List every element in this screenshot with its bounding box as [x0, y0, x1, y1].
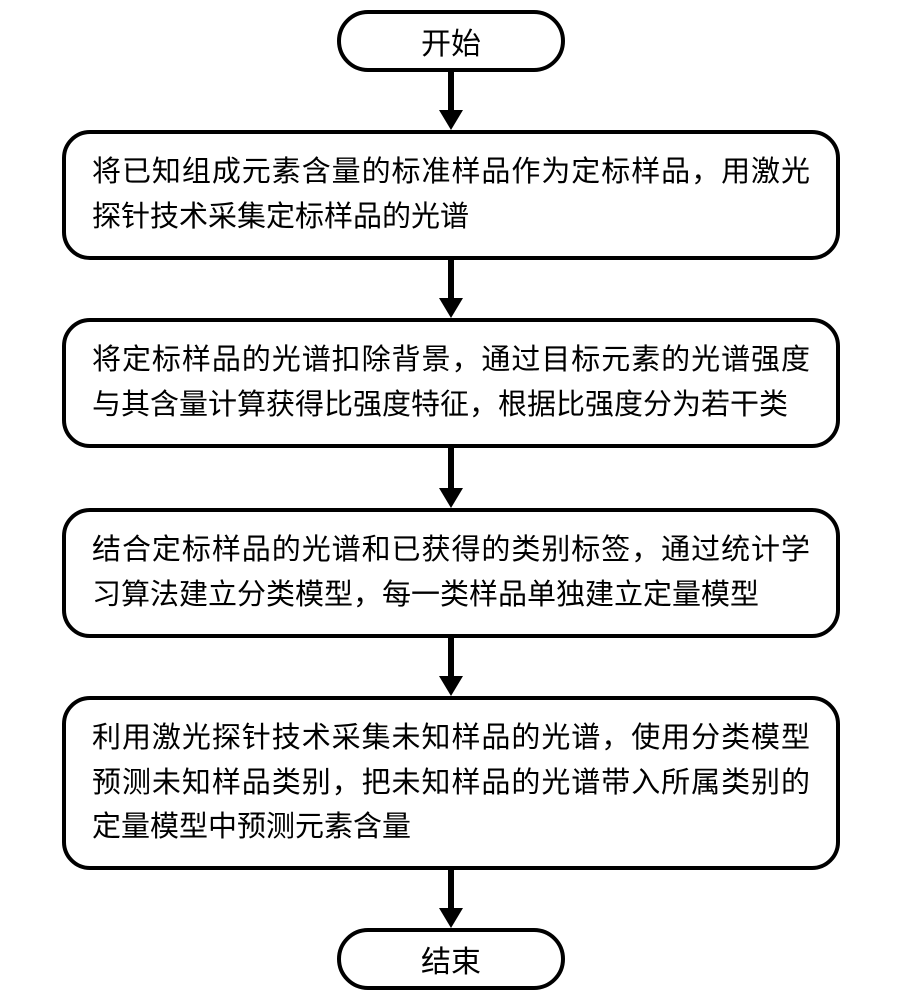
arrow-5-head [439, 908, 463, 928]
arrow-2-head [439, 298, 463, 318]
step-1-text: 将已知组成元素含量的标准样品作为定标样品，用激光探针技术采集定标样品的光谱 [92, 150, 810, 240]
step-2-text: 将定标样品的光谱扣除背景，通过目标元素的光谱强度与其含量计算获得比强度特征，根据… [92, 338, 810, 428]
arrow-4-head [439, 676, 463, 696]
start-label: 开始 [421, 19, 481, 63]
arrow-3-head [439, 488, 463, 508]
step-4: 利用激光探针技术采集未知样品的光谱，使用分类模型预测未知样品类别，把未知样品的光… [62, 696, 840, 870]
step-3: 结合定标样品的光谱和已获得的类别标签，通过统计学习算法建立分类模型，每一类样品单… [62, 508, 840, 638]
end-label: 结束 [421, 937, 481, 981]
flowchart-canvas: 开始 将已知组成元素含量的标准样品作为定标样品，用激光探针技术采集定标样品的光谱… [0, 0, 902, 1000]
arrow-5-line [448, 870, 454, 910]
arrow-2-line [448, 260, 454, 300]
arrow-3-line [448, 448, 454, 490]
step-3-text: 结合定标样品的光谱和已获得的类别标签，通过统计学习算法建立分类模型，每一类样品单… [92, 528, 810, 618]
step-2: 将定标样品的光谱扣除背景，通过目标元素的光谱强度与其含量计算获得比强度特征，根据… [62, 318, 840, 448]
step-4-text: 利用激光探针技术采集未知样品的光谱，使用分类模型预测未知样品类别，把未知样品的光… [92, 716, 810, 851]
arrow-4-line [448, 638, 454, 678]
start-terminator: 开始 [337, 10, 565, 72]
arrow-1-head [439, 110, 463, 130]
end-terminator: 结束 [337, 928, 565, 990]
arrow-1-line [448, 72, 454, 112]
step-1: 将已知组成元素含量的标准样品作为定标样品，用激光探针技术采集定标样品的光谱 [62, 130, 840, 260]
